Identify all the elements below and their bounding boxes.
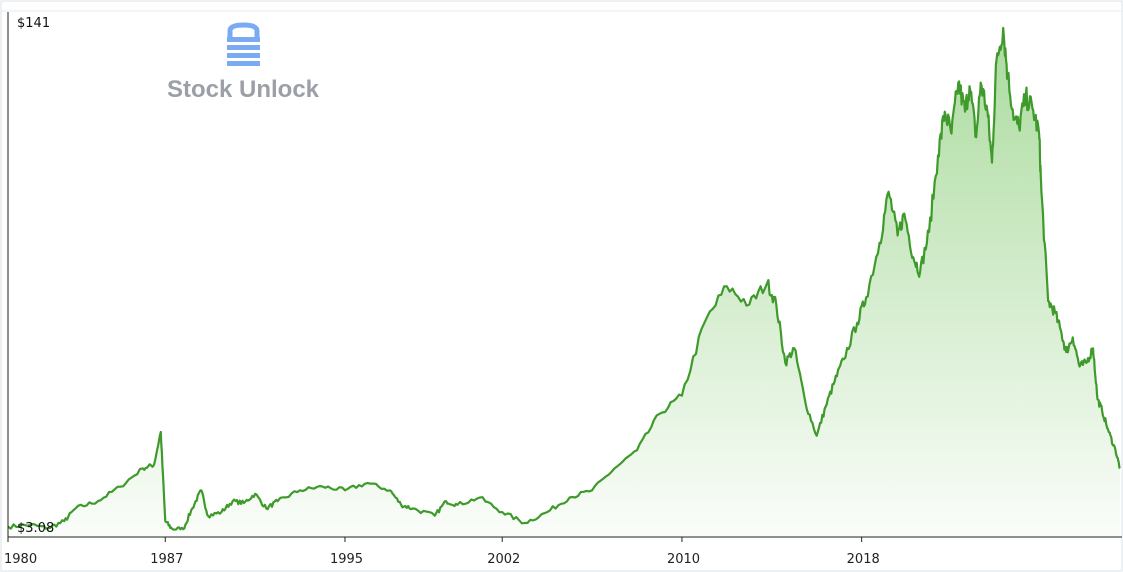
x-tick-label: 2018 bbox=[847, 552, 880, 567]
y-min-label: $3.08 bbox=[17, 521, 54, 536]
x-tick-label: 2010 bbox=[667, 552, 700, 567]
x-tick-label: 1987 bbox=[150, 552, 183, 567]
price-line bbox=[7, 26, 1121, 531]
x-axis-ticks: 1980 1987 1995 2002 2010 2018 bbox=[4, 537, 880, 567]
x-tick-label: 1980 bbox=[4, 552, 37, 567]
price-area bbox=[8, 28, 1120, 537]
x-tick-label: 2002 bbox=[487, 552, 520, 567]
lock-icon bbox=[227, 22, 260, 66]
watermark-text: Stock Unlock bbox=[167, 76, 320, 103]
watermark: Stock Unlock bbox=[167, 22, 320, 103]
y-max-label: $141 bbox=[17, 16, 50, 31]
x-tick-label: 1995 bbox=[330, 552, 363, 567]
